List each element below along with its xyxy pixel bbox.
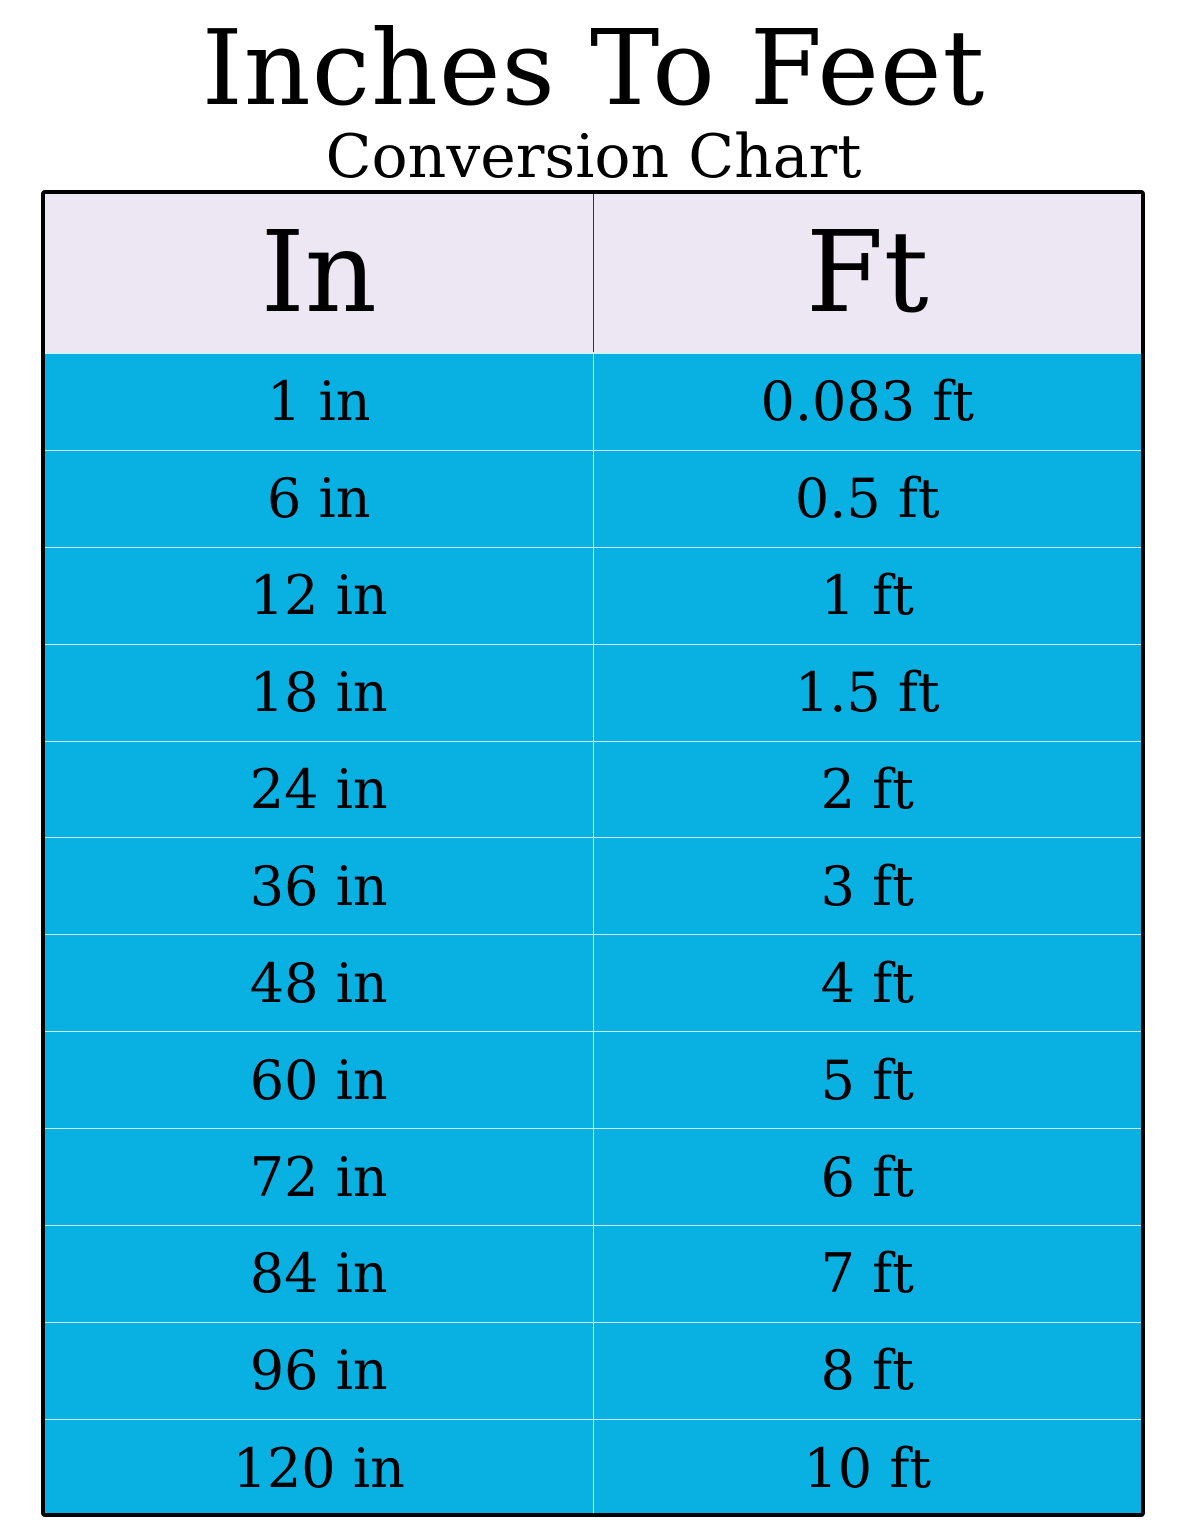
page-title: Inches To Feet <box>201 7 986 129</box>
inches-cell: 1 in <box>45 354 594 450</box>
feet-cell: 1.5 ft <box>794 661 940 725</box>
feet-cell: 0.5 ft <box>794 467 940 531</box>
table-row: 60 in 5 ft <box>45 1032 1141 1130</box>
table-row: 84 in 7 ft <box>45 1226 1141 1323</box>
table-row: 18 in 1.5 ft <box>45 644 1141 742</box>
table-row: 12 in 1 ft <box>45 547 1141 645</box>
inches-cell: 18 in <box>45 644 594 741</box>
inches-cell: 120 in <box>45 1419 594 1513</box>
feet-cell: 1 ft <box>820 564 914 628</box>
inches-cell: 96 in <box>45 1322 594 1419</box>
inches-cell: 24 in <box>45 741 594 838</box>
table-row: 72 in 6 ft <box>45 1129 1141 1227</box>
inches-cell: 36 in <box>45 838 594 935</box>
column-header-feet: Ft <box>805 208 929 338</box>
page-subtitle: Conversion Chart <box>325 122 862 192</box>
table-row: 120 in 10 ft <box>45 1419 1141 1513</box>
feet-cell: 4 ft <box>820 951 914 1015</box>
table-body: 1 in 0.083 ft 6 in 0.5 ft 12 in 1 ft 18 in 1.5 … <box>45 354 1141 1513</box>
inches-cell: 60 in <box>45 1032 594 1129</box>
inches-cell: 72 in <box>45 1129 594 1226</box>
feet-cell: 5 ft <box>820 1048 914 1112</box>
feet-cell: 2 ft <box>820 758 914 821</box>
table-row: 6 in 0.5 ft <box>45 450 1141 548</box>
conversion-table: In Ft 1 in 0.083 ft 6 in 0.5 ft 12 in 1 ft 18 … <box>41 190 1145 1517</box>
inches-cell: 6 in <box>45 450 594 547</box>
feet-cell: 10 ft <box>803 1436 932 1500</box>
table-row: 96 in 8 ft <box>45 1322 1141 1420</box>
inches-cell: 48 in <box>45 935 594 1032</box>
feet-cell: 8 ft <box>820 1339 914 1403</box>
table-row: 1 in 0.083 ft <box>45 354 1141 451</box>
column-header-inches: In <box>45 194 594 352</box>
feet-cell: 3 ft <box>820 854 914 918</box>
table-row: 24 in 2 ft <box>45 741 1141 839</box>
table-row: 48 in 4 ft <box>45 935 1141 1033</box>
feet-cell: 6 ft <box>820 1145 914 1209</box>
inches-cell: 84 in <box>45 1226 594 1322</box>
feet-cell: 7 ft <box>820 1242 914 1306</box>
table-row: 36 in 3 ft <box>45 838 1141 936</box>
feet-cell: 0.083 ft <box>760 370 974 434</box>
table-header: In Ft <box>45 194 1141 354</box>
inches-cell: 12 in <box>45 547 594 644</box>
